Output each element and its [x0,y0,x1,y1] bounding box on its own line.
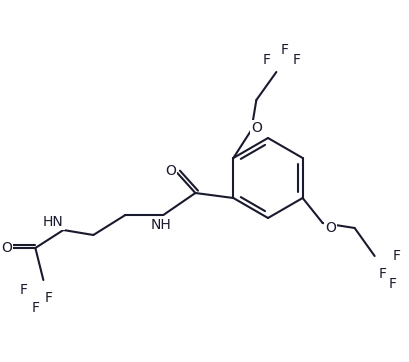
Text: NH: NH [151,218,171,232]
Text: F: F [378,267,386,281]
Text: F: F [292,53,300,67]
Text: O: O [1,241,12,255]
Text: O: O [250,121,261,135]
Text: F: F [388,277,396,291]
Text: F: F [19,283,27,297]
Text: F: F [280,43,288,57]
Text: F: F [44,291,52,305]
Text: O: O [324,221,335,235]
Text: F: F [392,249,400,263]
Text: F: F [31,301,39,315]
Text: O: O [164,164,175,178]
Text: HN: HN [43,215,63,229]
Text: F: F [262,53,270,67]
